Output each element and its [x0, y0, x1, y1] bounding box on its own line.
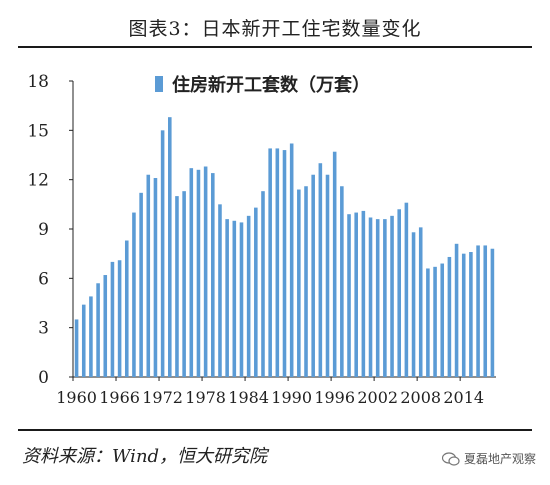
bar: [196, 169, 201, 377]
bar: [124, 240, 129, 377]
bar: [426, 268, 430, 377]
bar: [340, 186, 344, 377]
watermark: 夏磊地产观察: [441, 450, 536, 467]
chart-legend: 住房新开工套数（万套）: [155, 74, 370, 96]
bar: [246, 215, 251, 377]
bar: [461, 253, 466, 377]
bar: [103, 275, 108, 377]
bar: [132, 212, 136, 377]
bar: [225, 219, 229, 377]
bar: [275, 148, 280, 377]
x-tick-label: 1996: [314, 388, 355, 407]
bar: [397, 209, 401, 377]
bar: [189, 168, 194, 377]
bar: [383, 219, 387, 377]
x-tick-label: 1990: [271, 388, 312, 407]
bar: [110, 261, 115, 377]
legend-label: 住房新开工套数（万套）: [172, 74, 370, 96]
y-tick-label: 6: [38, 269, 49, 289]
source-note: 资料来源：Wind，恒大研究院: [22, 446, 268, 467]
bar: [311, 174, 315, 377]
x-tick-label: 2002: [357, 388, 398, 407]
bar: [146, 174, 151, 377]
watermark-text: 夏磊地产观察: [463, 452, 536, 466]
bar: [325, 174, 330, 377]
bar: [433, 266, 437, 377]
bar: [347, 214, 351, 377]
bar: [418, 227, 423, 377]
bar: [332, 151, 337, 377]
bar: [354, 212, 358, 377]
bar: [261, 191, 265, 377]
bar: [203, 166, 208, 377]
x-tick-label: 1972: [142, 388, 183, 407]
bar: [153, 178, 158, 377]
bar: [304, 186, 308, 377]
bar: [375, 219, 380, 377]
bar: [211, 173, 215, 377]
bar: [483, 245, 488, 377]
y-tick-label: 3: [38, 319, 49, 339]
y-tick-label: 9: [38, 220, 49, 240]
x-tick-label: 2014: [443, 388, 484, 407]
bar: [454, 243, 459, 377]
y-tick-label: 12: [27, 171, 49, 191]
y-tick-label: 0: [38, 368, 49, 388]
bar: [96, 283, 100, 377]
bar: [447, 256, 452, 377]
figure-title: 图表3：日本新开工住宅数量变化: [128, 18, 422, 40]
legend-swatch: [155, 76, 163, 92]
x-tick-label: 1984: [228, 388, 269, 407]
bar: [175, 196, 179, 377]
bar: [411, 232, 416, 377]
x-tick-label: 2008: [400, 388, 441, 407]
bottom-rule: [18, 429, 532, 431]
bar: [390, 215, 394, 377]
bar: [117, 260, 122, 377]
wechat-icon: [441, 451, 460, 466]
bar: [297, 189, 301, 377]
bar: [74, 319, 79, 377]
bar: [139, 192, 143, 377]
bar: [404, 202, 409, 377]
bar: [289, 143, 294, 377]
bar-series: [74, 117, 495, 378]
top-rule: [18, 46, 532, 48]
bar: [168, 117, 172, 378]
bar: [440, 263, 445, 377]
bar: [490, 248, 495, 377]
y-tick-label: 15: [27, 121, 49, 141]
y-tick-label: 18: [27, 72, 49, 92]
bar: [318, 163, 323, 377]
bar: [368, 217, 373, 377]
bar: [361, 210, 366, 377]
bar: [239, 222, 244, 377]
x-tick-label: 1966: [99, 388, 140, 407]
bar: [89, 296, 93, 377]
bar: [232, 220, 237, 377]
bar: [160, 130, 165, 377]
bar: [476, 245, 480, 377]
bar: [254, 207, 258, 377]
x-tick-label: 1978: [185, 388, 226, 407]
bar: [268, 148, 272, 377]
bar: [282, 150, 287, 377]
x-tick-label: 1960: [56, 388, 97, 407]
bar: [218, 204, 222, 377]
bar: [469, 252, 473, 377]
bar: [81, 304, 86, 377]
bar: [182, 191, 186, 377]
